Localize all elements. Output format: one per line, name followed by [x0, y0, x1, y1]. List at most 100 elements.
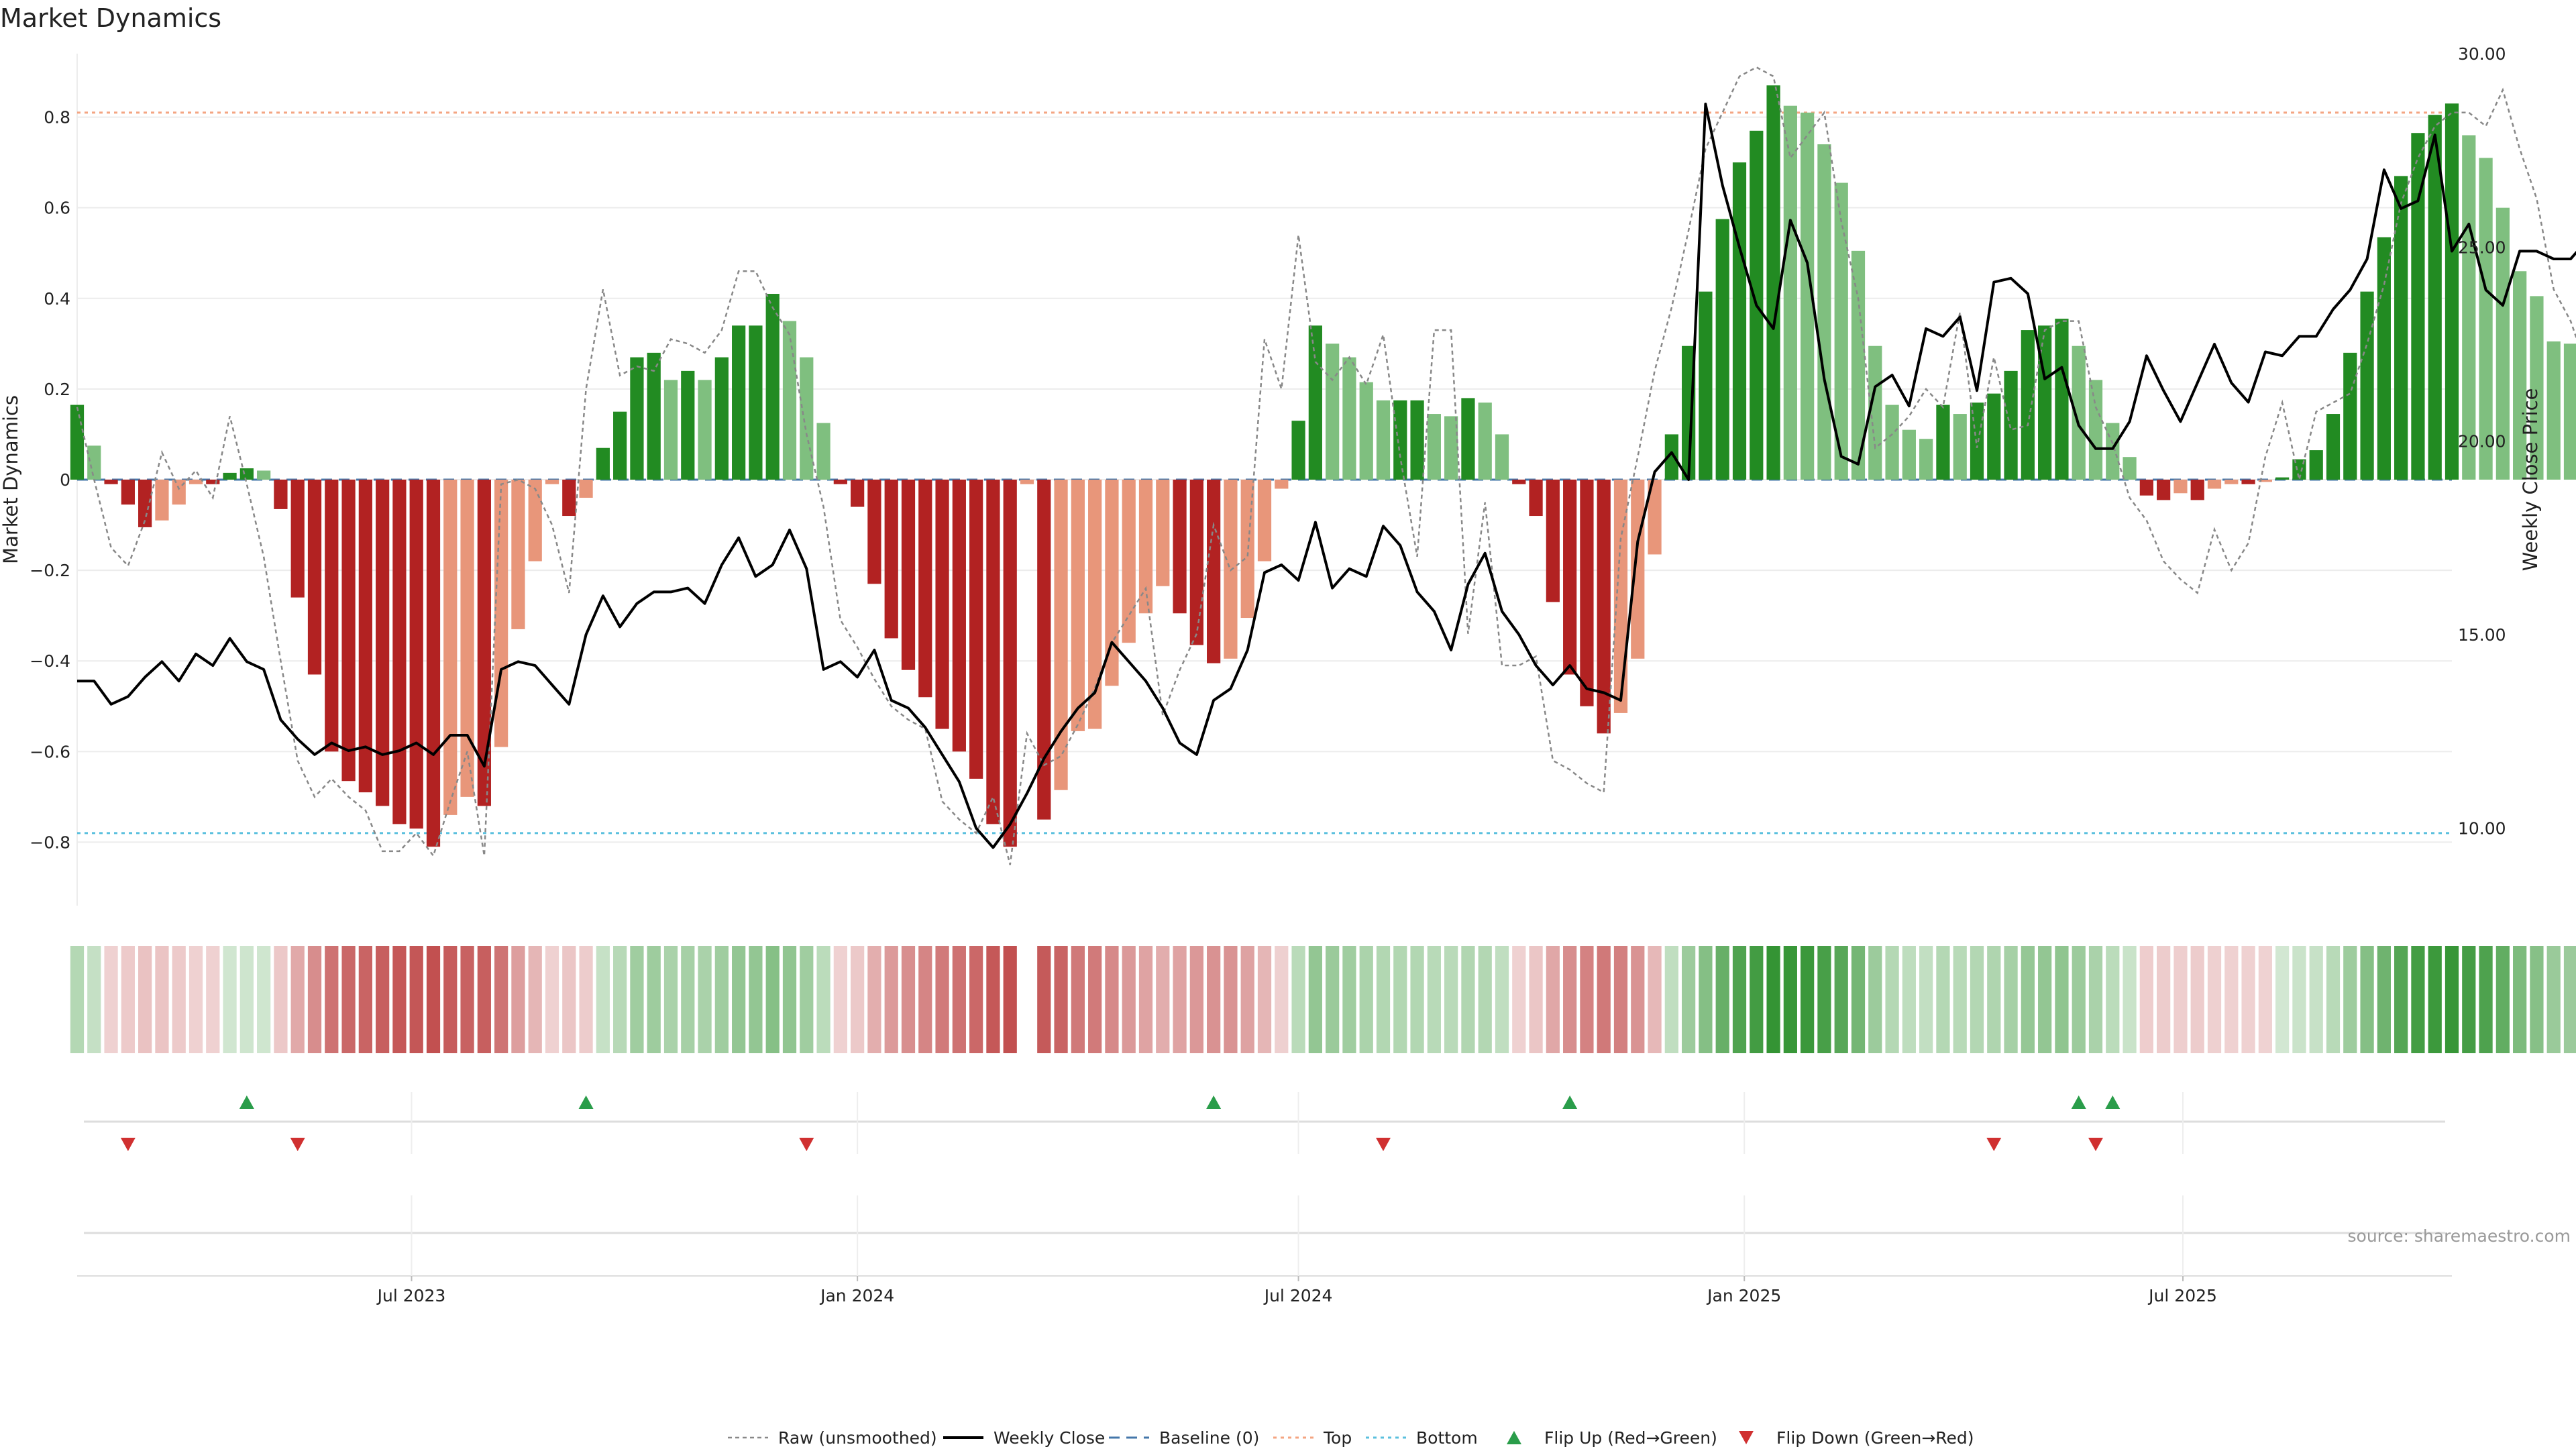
dynamics-bar	[1444, 416, 1458, 480]
dynamics-bar	[901, 480, 916, 670]
dynamics-bar	[1613, 480, 1628, 713]
y2-axis-label: Weekly Close Price	[2519, 388, 2542, 572]
regime-cell	[2326, 946, 2341, 1053]
regime-cell	[1105, 946, 1119, 1053]
regime-cell	[1868, 946, 1882, 1053]
dynamics-bar	[2513, 271, 2527, 480]
regime-cell	[2445, 946, 2459, 1053]
legend-label: Raw (unsmoothed)	[778, 1428, 937, 1448]
regime-cell	[1597, 946, 1611, 1053]
regime-cell	[2106, 946, 2120, 1053]
dynamics-bar	[562, 480, 576, 517]
regime-cell	[2292, 946, 2306, 1053]
regime-cell	[1257, 946, 1272, 1053]
dynamics-bar	[155, 480, 169, 521]
dynamics-bar	[1275, 480, 1289, 489]
regime-cell	[2157, 946, 2171, 1053]
regime-cell	[1851, 946, 1866, 1053]
regime-cell	[1054, 946, 1068, 1053]
dynamics-bar	[477, 480, 491, 806]
regime-cell	[2462, 946, 2476, 1053]
legend-swatch-flip-down	[1739, 1431, 1754, 1444]
dynamics-bar	[341, 480, 356, 782]
regime-cell	[1834, 946, 1848, 1053]
dynamics-bar	[325, 480, 339, 752]
dynamics-bar	[1597, 480, 1611, 734]
dynamics-bar	[2394, 176, 2408, 480]
regime-cell	[630, 946, 644, 1053]
dynamics-bar	[1410, 400, 1424, 480]
regime-cell	[155, 946, 169, 1053]
regime-cell	[1037, 946, 1051, 1053]
flip-down-marker	[290, 1138, 305, 1151]
regime-cell	[1359, 946, 1373, 1053]
regime-cell	[1529, 946, 1543, 1053]
regime-cell	[189, 946, 203, 1053]
regime-cell	[1427, 946, 1441, 1053]
regime-cell	[409, 946, 423, 1053]
dynamics-bar	[1478, 402, 1492, 480]
dynamics-bar	[87, 445, 101, 480]
dynamics-bar	[358, 480, 372, 793]
regime-cell	[613, 946, 627, 1053]
flip-down-marker	[120, 1138, 136, 1151]
x-tick-label: Jan 2024	[819, 1286, 894, 1305]
dynamics-bar	[1953, 414, 1967, 480]
regime-cell	[1495, 946, 1509, 1053]
dynamics-bar	[1580, 480, 1594, 706]
dynamics-bar	[1461, 398, 1475, 480]
dynamics-bar	[952, 480, 966, 752]
dynamics-bar	[1936, 405, 1950, 480]
regime-cell	[2139, 946, 2153, 1053]
regime-cell	[1461, 946, 1475, 1053]
dynamics-bar	[1105, 480, 1119, 686]
regime-cell	[1156, 946, 1170, 1053]
regime-cell	[1936, 946, 1950, 1053]
regime-cell	[562, 946, 576, 1053]
regime-cell	[2343, 946, 2357, 1053]
flip-markers-panel	[77, 1092, 2452, 1277]
regime-cell	[2479, 946, 2493, 1053]
dynamics-bar	[2445, 103, 2459, 480]
dynamics-bar	[1648, 480, 1662, 555]
regime-cell	[698, 946, 712, 1053]
regime-cell	[816, 946, 830, 1053]
x-tick-label: Jul 2024	[1263, 1286, 1333, 1305]
chart-title: Market Dynamics	[0, 3, 221, 33]
regime-cell	[2530, 946, 2544, 1053]
regime-cell	[918, 946, 932, 1053]
dynamics-bar	[2088, 380, 2103, 480]
x-tick-label: Jul 2025	[2147, 1286, 2217, 1305]
dynamics-bar	[1308, 325, 1322, 480]
flip-up-marker	[239, 1095, 254, 1109]
regime-cell	[2360, 946, 2374, 1053]
dynamics-bar	[1664, 434, 1678, 480]
regime-cell	[1919, 946, 1933, 1053]
regime-cell	[1291, 946, 1305, 1053]
dynamics-bar	[1257, 480, 1272, 561]
dynamics-bar	[2241, 480, 2255, 484]
dynamics-bar	[2292, 459, 2306, 480]
dynamics-bar	[714, 357, 729, 480]
regime-cell	[681, 946, 695, 1053]
dynamics-bar	[2496, 207, 2510, 480]
dynamics-bar	[2190, 480, 2204, 500]
regime-cell	[1173, 946, 1187, 1053]
regime-cell	[1987, 946, 2001, 1053]
regime-cell	[833, 946, 847, 1053]
regime-cell	[935, 946, 949, 1053]
regime-cell	[223, 946, 237, 1053]
regime-cell	[969, 946, 983, 1053]
regime-cell	[579, 946, 593, 1053]
regime-cell	[2224, 946, 2239, 1053]
regime-cell	[1766, 946, 1780, 1053]
regime-cell	[104, 946, 118, 1053]
regime-cell	[1970, 946, 1984, 1053]
regime-cell	[358, 946, 372, 1053]
regime-cell	[121, 946, 135, 1053]
regime-cell	[2038, 946, 2052, 1053]
dynamics-bar	[2207, 480, 2222, 489]
dynamics-bar	[2174, 480, 2188, 494]
regime-cell	[341, 946, 356, 1053]
regime-cell	[1512, 946, 1526, 1053]
